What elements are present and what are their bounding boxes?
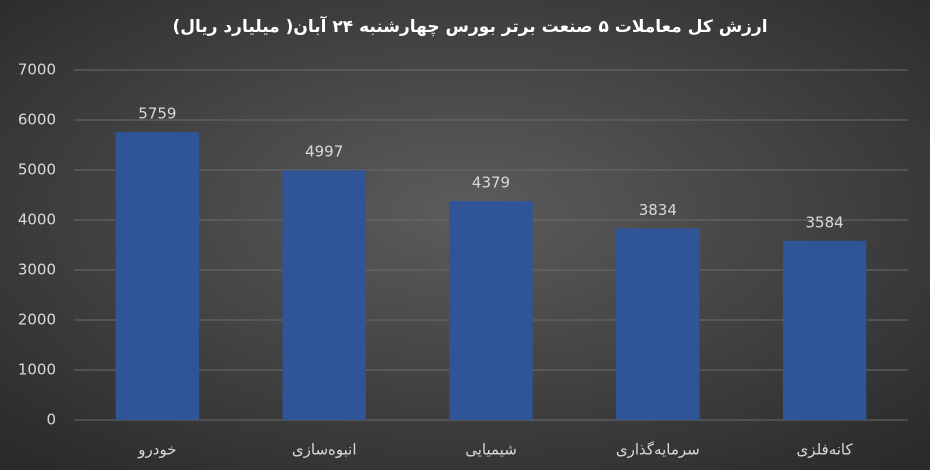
x-tick-label: انبوه‌سازی	[292, 441, 357, 459]
x-tick-label: خودرو	[137, 441, 176, 459]
y-tick-label: 7000	[18, 61, 56, 79]
x-tick-label: سرمایه‌گذاری	[616, 441, 700, 459]
y-tick-label: 2000	[18, 311, 56, 329]
value-label: 4379	[472, 174, 510, 192]
y-tick-label: 1000	[18, 361, 56, 379]
y-tick-label: 0	[46, 411, 56, 429]
chart-title: ارزش کل معاملات ۵ صنعت برتر بورس چهارشنب…	[172, 15, 767, 37]
value-label: 4997	[305, 143, 343, 161]
value-label: 3834	[639, 201, 677, 219]
x-tick-label: کانه‌فلزی	[797, 441, 854, 459]
bar	[115, 132, 200, 421]
value-label: 3584	[806, 213, 844, 231]
bar	[782, 240, 867, 420]
bar	[616, 228, 700, 420]
y-tick-label: 3000	[18, 261, 56, 279]
value-label: 5759	[138, 105, 176, 123]
bar	[282, 170, 366, 420]
bar	[449, 201, 533, 420]
y-tick-label: 4000	[18, 211, 56, 229]
x-tick-label: شیمیایی	[465, 441, 517, 459]
y-tick-label: 5000	[18, 161, 56, 179]
y-tick-label: 6000	[18, 111, 56, 129]
